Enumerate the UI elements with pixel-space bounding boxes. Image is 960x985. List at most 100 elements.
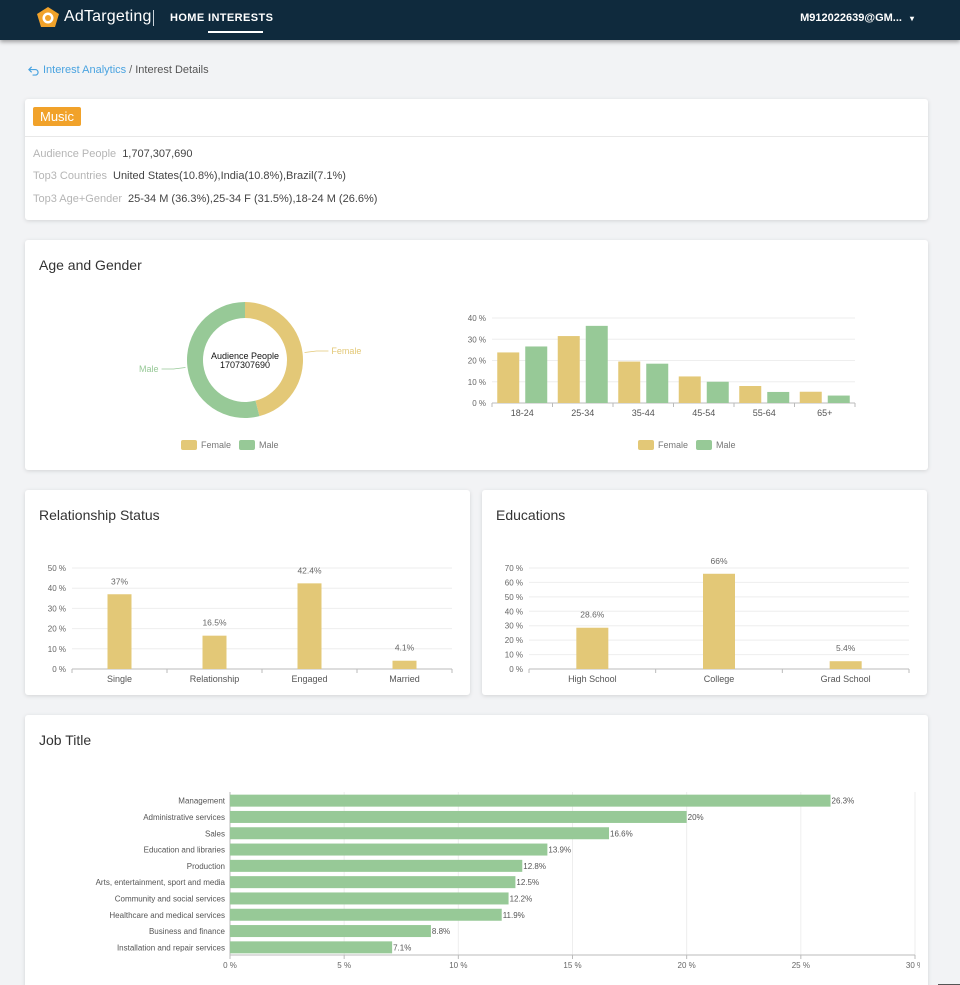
data-label: 4.1% bbox=[395, 643, 415, 653]
data-label: 8.8% bbox=[432, 927, 450, 936]
x-tick-label: 25 % bbox=[792, 961, 810, 970]
breadcrumb-interest-analytics[interactable]: Interest Analytics bbox=[28, 64, 126, 76]
donut-slice-label: Male bbox=[139, 364, 159, 374]
legend-item-male[interactable]: Male bbox=[696, 440, 736, 450]
x-tick-label: 55-64 bbox=[753, 408, 776, 418]
bar-female-45-54 bbox=[678, 376, 701, 403]
y-category-label: Installation and repair services bbox=[117, 943, 225, 952]
bar-engaged bbox=[297, 583, 322, 669]
donut-slice-female bbox=[245, 302, 303, 417]
top3-countries-row: Top3 Countries United States(10.8%),India… bbox=[33, 170, 346, 182]
info-key: Top3 Age+Gender bbox=[33, 193, 122, 205]
bar-installation-and-repair-services bbox=[230, 941, 393, 954]
x-tick-label: 10 % bbox=[449, 961, 467, 970]
bar-male-45-54 bbox=[706, 381, 729, 403]
y-category-label: Business and finance bbox=[149, 927, 226, 936]
bar-management bbox=[230, 794, 831, 807]
y-tick-label: 10 % bbox=[505, 651, 523, 660]
bar-relationship bbox=[202, 635, 227, 669]
bar-male-55-64 bbox=[767, 391, 790, 403]
y-tick-label: 50 % bbox=[505, 593, 523, 602]
data-label: 5.4% bbox=[836, 643, 856, 653]
info-value: 1,707,307,690 bbox=[122, 148, 193, 160]
nav-divider bbox=[153, 10, 154, 26]
info-value: United States(10.8%),India(10.8%),Brazil… bbox=[113, 170, 346, 182]
y-tick-label: 10 % bbox=[48, 645, 66, 654]
y-tick-label: 20 % bbox=[505, 636, 523, 645]
x-tick-label: 15 % bbox=[563, 961, 581, 970]
y-tick-label: 30 % bbox=[48, 604, 66, 613]
age-gender-bar-chart: 0 % 10 % 20 % 30 % 40 % 18-24 25-34 35-44 45-54 5… bbox=[468, 314, 856, 418]
data-label: 66% bbox=[710, 556, 727, 566]
bar-education-and-libraries bbox=[230, 843, 548, 856]
x-tick-label: 20 % bbox=[678, 961, 696, 970]
legend-item-female[interactable]: Female bbox=[638, 440, 688, 450]
legend-item-male[interactable]: Male bbox=[239, 440, 279, 450]
legend-swatch bbox=[696, 440, 713, 450]
card-title: Educations bbox=[496, 507, 566, 523]
bar-female-25-34 bbox=[557, 336, 580, 403]
y-tick-label: 30 % bbox=[468, 335, 486, 344]
brand-name: AdTargeting bbox=[64, 8, 152, 25]
legend-label: Female bbox=[201, 440, 232, 450]
back-arrow-icon bbox=[28, 65, 39, 76]
bar-male-65+ bbox=[827, 395, 850, 403]
data-label: 12.2% bbox=[510, 894, 533, 903]
x-tick-label: 35-44 bbox=[632, 408, 655, 418]
y-tick-label: 40 % bbox=[48, 584, 66, 593]
breadcrumb-parent-label: Interest Analytics bbox=[43, 64, 127, 76]
bar-female-55-64 bbox=[739, 386, 762, 403]
x-tick-label: 45-54 bbox=[692, 408, 715, 418]
education-bar-chart: 0 % 10 % 20 % 30 % 40 % 50 % 60 % 70 % High Scho… bbox=[505, 556, 910, 684]
legend-item-female[interactable]: Female bbox=[181, 440, 231, 450]
y-tick-label: 0 % bbox=[52, 665, 66, 674]
bar-male-35-44 bbox=[646, 363, 669, 403]
y-tick-label: 20 % bbox=[468, 357, 486, 366]
info-value: 25-34 M (36.3%),25-34 F (31.5%),18-24 M … bbox=[128, 193, 378, 205]
job-title-bar-chart: 0 % 5 % 10 % 15 % 20 % 25 % 30 % Management 26.3… bbox=[96, 792, 920, 970]
audience-people-row: Audience People 1,707,307,690 bbox=[33, 148, 193, 160]
bar-married bbox=[392, 660, 417, 669]
interest-tag: Music bbox=[33, 107, 81, 126]
bar-community-and-social-services bbox=[230, 892, 509, 905]
data-label: 7.1% bbox=[393, 943, 411, 952]
y-category-label: Administrative services bbox=[143, 813, 225, 822]
legend-swatch bbox=[239, 440, 256, 450]
active-nav-indicator bbox=[208, 31, 263, 33]
nav-interests[interactable]: INTERESTS bbox=[208, 12, 274, 24]
y-category-label: Arts, entertainment, sport and media bbox=[96, 878, 226, 887]
x-tick-label: 30 % bbox=[906, 961, 920, 970]
donut-slice-label: Female bbox=[331, 346, 361, 356]
brand-logo[interactable]: AdTargeting bbox=[36, 6, 152, 28]
breadcrumb-current: Interest Details bbox=[135, 64, 209, 76]
data-label: 16.5% bbox=[202, 618, 227, 628]
data-label: 26.3% bbox=[832, 797, 855, 806]
y-category-label: Healthcare and medical services bbox=[109, 911, 225, 920]
legend-label: Male bbox=[716, 440, 736, 450]
bar-production bbox=[230, 859, 523, 872]
relationship-status-card: Relationship Status 0 % 10 % 20 % 30 % 40 % 5… bbox=[25, 490, 470, 695]
bar-healthcare-and-medical-services bbox=[230, 908, 502, 921]
age-gender-card: Age and Gender Female Male Audience People… bbox=[25, 240, 928, 470]
job-title-card: Job Title 0 % 5 % 10 % 15 % 20 % 25 % 30 % Mana… bbox=[25, 715, 928, 985]
legend-swatch bbox=[638, 440, 654, 450]
breadcrumb: Interest Analytics / Interest Details bbox=[28, 64, 209, 76]
y-tick-label: 20 % bbox=[48, 625, 66, 634]
card-title: Job Title bbox=[39, 732, 92, 748]
top-navigation-bar: AdTargeting HOME INTERESTS M912022639@GM… bbox=[0, 0, 960, 40]
x-tick-label: 0 % bbox=[223, 961, 237, 970]
y-tick-label: 70 % bbox=[505, 564, 523, 573]
y-category-label: Production bbox=[187, 862, 225, 871]
nav-home[interactable]: HOME bbox=[170, 12, 205, 24]
divider bbox=[25, 136, 928, 137]
adtargeting-logo-icon bbox=[37, 7, 59, 27]
info-key: Audience People bbox=[33, 148, 117, 160]
user-account-menu[interactable]: M912022639@GM... ▾ bbox=[800, 12, 914, 24]
legend-label: Male bbox=[259, 440, 279, 450]
data-label: 12.8% bbox=[523, 862, 546, 871]
bar-business-and-finance bbox=[230, 925, 431, 938]
x-tick-label: High School bbox=[568, 674, 617, 684]
breadcrumb-separator: / bbox=[129, 64, 133, 76]
top3-age-gender-row: Top3 Age+Gender 25-34 M (36.3%),25-34 F (… bbox=[33, 193, 377, 205]
x-tick-label: Married bbox=[389, 674, 420, 684]
